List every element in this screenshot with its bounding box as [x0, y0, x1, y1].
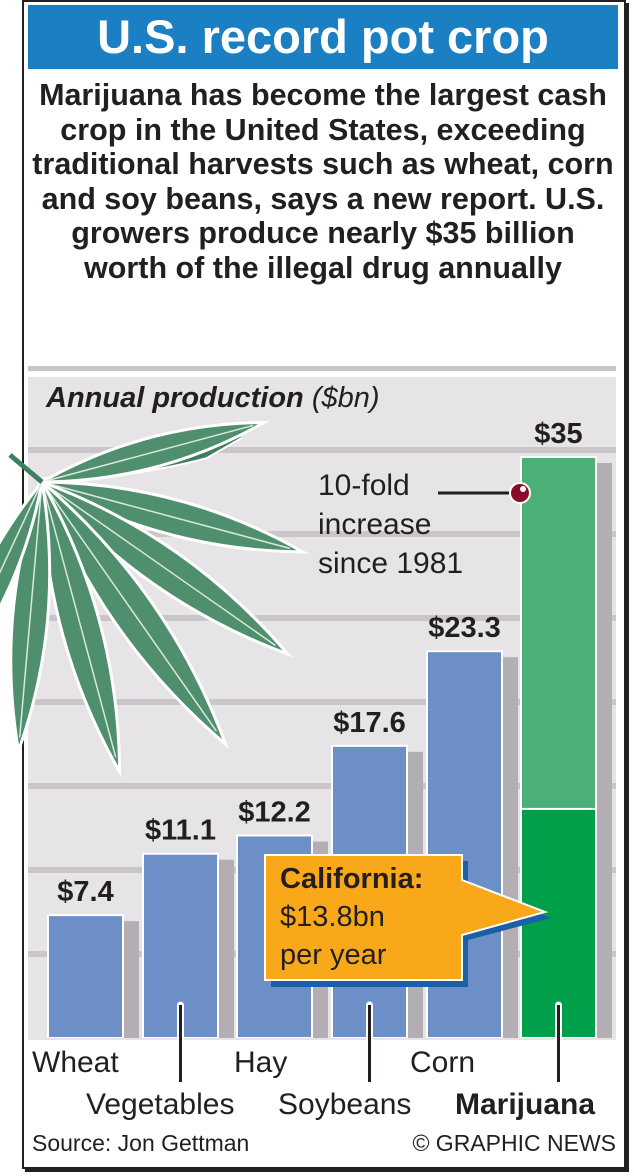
category-label: Marijuana [455, 1088, 596, 1121]
gridline [28, 447, 616, 453]
increase-annotation: 10-fold increase since 1981 [318, 469, 464, 580]
source-note: Source: Jon Gettman [32, 1130, 250, 1156]
gridline [28, 615, 616, 621]
annotation-dot [509, 482, 531, 504]
divider [28, 366, 616, 371]
value-label: $11.1 [145, 815, 216, 847]
leaflet [0, 476, 45, 696]
gridline [28, 783, 616, 789]
california-callout [264, 854, 551, 987]
cannabis-leaf-icon [0, 420, 309, 778]
bar-shadow [123, 921, 139, 1038]
bar-shadow [218, 859, 234, 1038]
california-callout-text: California: $13.8bn per year [280, 863, 424, 971]
credit-note: © GRAPHIC NEWS [412, 1130, 616, 1156]
category-label: Vegetables [86, 1088, 235, 1121]
value-label: $35 [534, 418, 582, 450]
bar-wheat [47, 914, 124, 1039]
value-label: $7.4 [57, 876, 113, 908]
chart-subtitle: Annual production ($bn) [46, 382, 380, 414]
dot-highlight [520, 486, 526, 492]
baseline [28, 1038, 616, 1040]
leaflet [36, 420, 270, 484]
intro-text: Marijuana has become the largest cash cr… [32, 78, 614, 285]
category-label: Corn [410, 1046, 476, 1079]
category-label: Soybeans [278, 1088, 412, 1121]
bar-shadow [502, 657, 518, 1038]
category-label: Wheat [32, 1046, 119, 1079]
gridline [28, 699, 616, 705]
value-label: $12.2 [238, 796, 311, 828]
bar-marijuana-california [520, 807, 597, 1039]
gridline [28, 531, 616, 537]
value-label: $23.3 [428, 612, 501, 644]
graphic-title: U.S. record pot crop [28, 5, 618, 69]
bar-shadow [596, 463, 612, 1038]
category-label: Hay [234, 1046, 288, 1079]
value-label: $17.6 [333, 707, 406, 739]
